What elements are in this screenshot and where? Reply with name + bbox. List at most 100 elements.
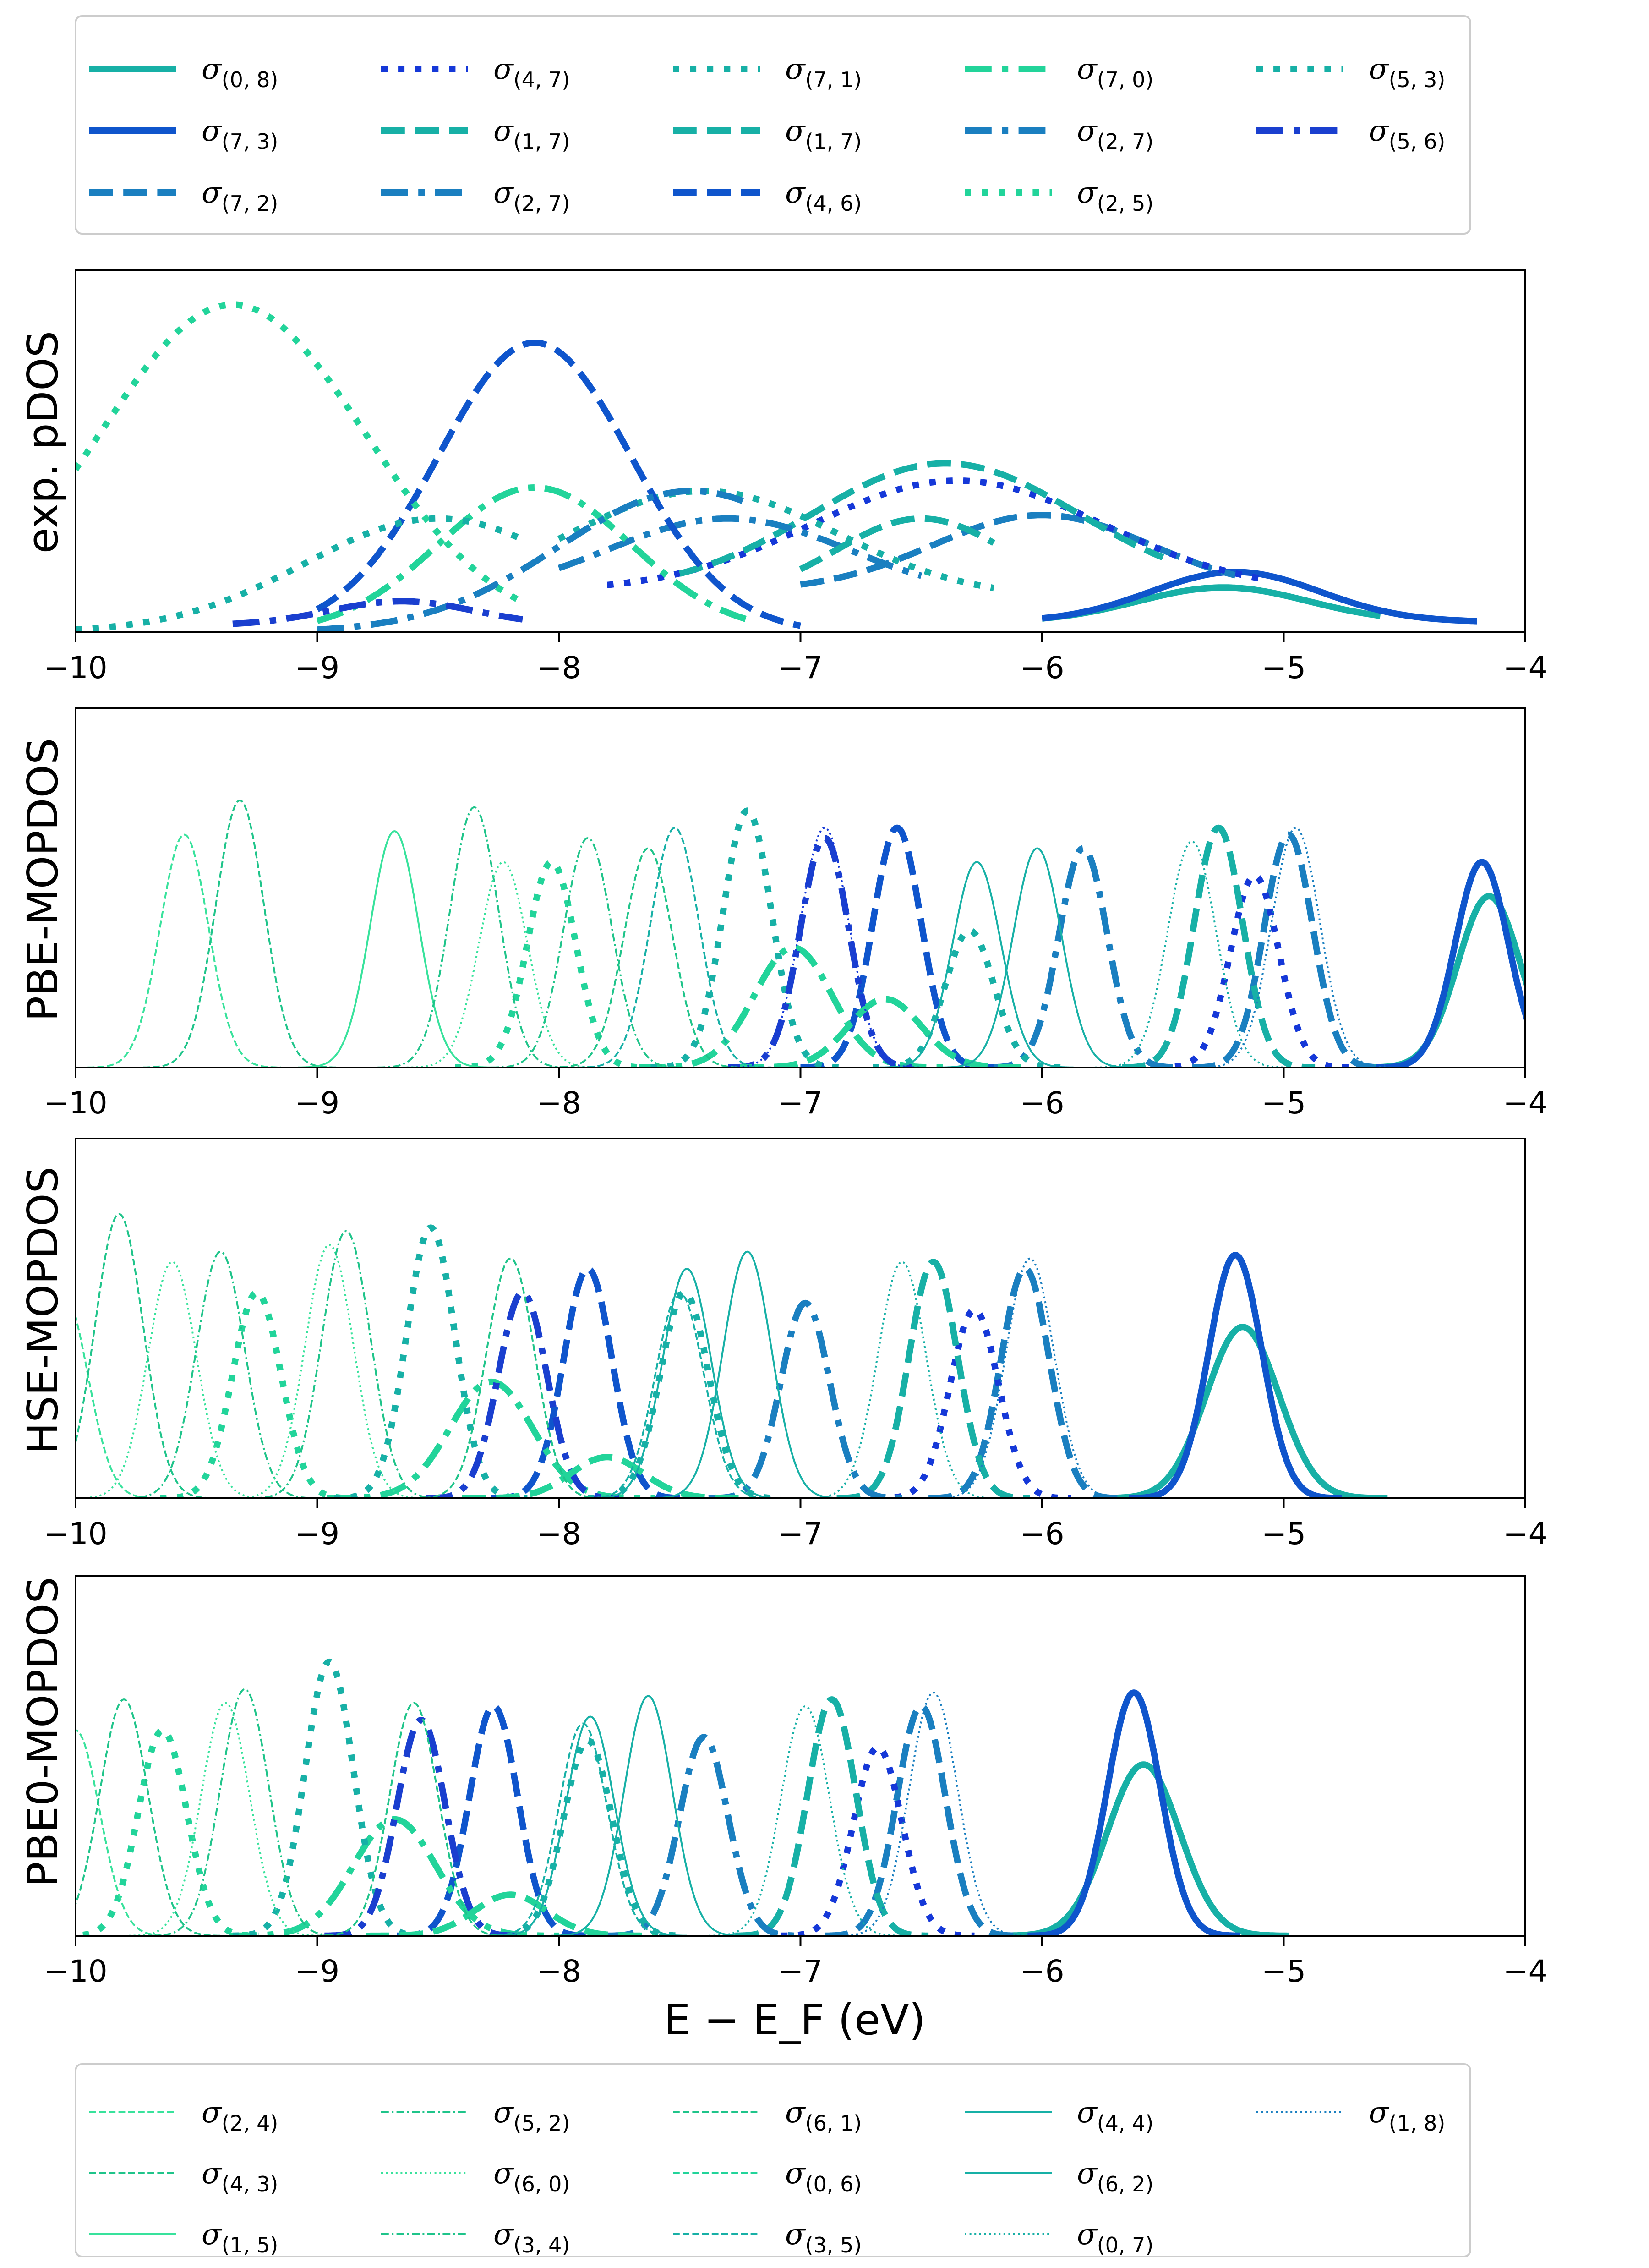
series-line <box>317 1702 511 1936</box>
series-line <box>779 1744 977 1936</box>
curves <box>76 1658 1291 1936</box>
legend-label: σ(0, 6) <box>785 2157 862 2197</box>
legend-label: σ(1, 7) <box>493 114 570 154</box>
series-line <box>1119 824 1318 1068</box>
series-line <box>76 1729 173 1936</box>
legend-label: σ(4, 7) <box>493 52 570 92</box>
series-line <box>606 477 1261 588</box>
panel-hse-mopdos: −10 −9 −8 −7 −6 −5 −4 <box>44 1138 1548 1551</box>
series-line <box>76 301 524 605</box>
series-line <box>578 827 772 1068</box>
x-tick-label: −4 <box>1503 1954 1547 1989</box>
x-tick-label: −5 <box>1261 1085 1306 1121</box>
series-line <box>414 1257 607 1498</box>
legend-label: σ(7, 2) <box>202 176 278 216</box>
legend-label: σ(2, 7) <box>1077 114 1153 154</box>
series-line <box>836 1692 1030 1936</box>
legend-label: σ(5, 2) <box>493 2096 570 2136</box>
series-line <box>76 1698 221 1936</box>
series-line <box>76 1213 216 1498</box>
series-line <box>493 1715 687 1936</box>
series-line <box>798 824 996 1068</box>
x-tick-label: −8 <box>536 1954 581 1989</box>
series-line <box>453 859 651 1068</box>
series-line <box>460 1454 754 1498</box>
series-line <box>834 1259 1032 1498</box>
series-line <box>377 806 571 1068</box>
legend-label: σ(7, 0) <box>1077 52 1153 92</box>
x-tick-label: −5 <box>1261 650 1306 685</box>
x-tick-label: −8 <box>536 1516 581 1551</box>
series-line <box>590 1268 784 1498</box>
curves <box>76 1213 1390 1498</box>
series-line <box>940 847 1134 1068</box>
x-tick-label: −10 <box>44 1516 107 1551</box>
series-line <box>1025 1689 1243 1936</box>
series-line <box>650 1250 844 1498</box>
legend-label: σ(6, 0) <box>493 2157 570 2197</box>
series-line <box>486 1722 680 1936</box>
series-line <box>232 1244 426 1498</box>
series-line <box>875 1306 1074 1498</box>
series-line <box>1190 831 1388 1068</box>
series-line <box>230 598 524 627</box>
series-line <box>880 861 1074 1068</box>
series-line <box>648 807 846 1068</box>
legend-label: σ(2, 4) <box>202 2096 278 2136</box>
panel-pbe0-mopdos: −10 −9 −8 −7 −6 −5 −4 <box>44 1575 1548 1989</box>
legend-label: σ(7, 1) <box>785 52 862 92</box>
series-line <box>1041 569 1479 625</box>
series-line <box>129 1702 322 1936</box>
ylabel-pbe-mopdos: PBE-MOPDOS <box>18 738 67 1022</box>
legend-label: σ(0, 7) <box>1077 2218 1153 2257</box>
x-tick-label: −10 <box>44 1085 107 1121</box>
series-line <box>76 515 524 632</box>
series-line <box>316 484 754 624</box>
series-line <box>143 799 337 1068</box>
x-tick-label: −6 <box>1020 1085 1064 1121</box>
x-tick-label: −7 <box>778 1954 823 1989</box>
x-tick-label: −6 <box>1020 1954 1064 1989</box>
series-line <box>322 1717 520 1936</box>
series-line <box>230 1658 428 1936</box>
series-line <box>984 845 1182 1068</box>
legend-label: σ(2, 5) <box>1077 176 1153 216</box>
series-line <box>551 847 745 1068</box>
x-tick-label: −9 <box>295 1085 339 1121</box>
legend-label: σ(4, 6) <box>785 176 862 216</box>
legend-label: σ(0, 8) <box>202 52 278 92</box>
series-line <box>726 835 924 1068</box>
series-line <box>249 1230 443 1498</box>
series-line <box>799 512 1237 588</box>
legend-label: σ(1, 5) <box>202 2218 278 2257</box>
x-tick-label: −6 <box>1020 1516 1064 1551</box>
series-line <box>363 1891 658 1936</box>
x-tick-label: −6 <box>1020 650 1064 685</box>
series-line <box>87 833 281 1068</box>
series-line <box>706 1299 905 1498</box>
legend-label: σ(6, 1) <box>785 2096 862 2136</box>
x-tick-label: −10 <box>44 1954 107 1989</box>
series-line <box>76 1727 262 1936</box>
series-line <box>733 1696 931 1936</box>
legend-label: σ(1, 7) <box>785 114 862 154</box>
ylabel-exp-pdos: exp. pDOS <box>18 331 67 553</box>
legend-label: σ(3, 5) <box>785 2218 862 2257</box>
x-tick-label: −4 <box>1503 1516 1547 1551</box>
series-line <box>738 996 1032 1068</box>
legend-label: σ(7, 3) <box>202 114 278 154</box>
series-line <box>798 515 996 572</box>
series-line <box>1127 1252 1344 1498</box>
legend-label: σ(6, 2) <box>1077 2157 1153 2197</box>
series-line <box>1373 859 1525 1068</box>
x-tick-label: −9 <box>295 1516 339 1551</box>
series-line <box>585 1289 784 1498</box>
series-line <box>124 1250 317 1498</box>
series-line <box>557 515 923 579</box>
x-tick-label: −5 <box>1261 1954 1306 1989</box>
panel-pbe-mopdos: −10 −9 −8 −7 −6 −5 −4 <box>44 707 1548 1121</box>
x-tick-label: −9 <box>295 1954 339 1989</box>
legend-top: σ(0, 8) σ(7, 3) σ(7, 2) σ(4, 7) σ(1, 7) σ(2, … <box>75 15 1471 235</box>
series-line <box>583 1292 776 1498</box>
